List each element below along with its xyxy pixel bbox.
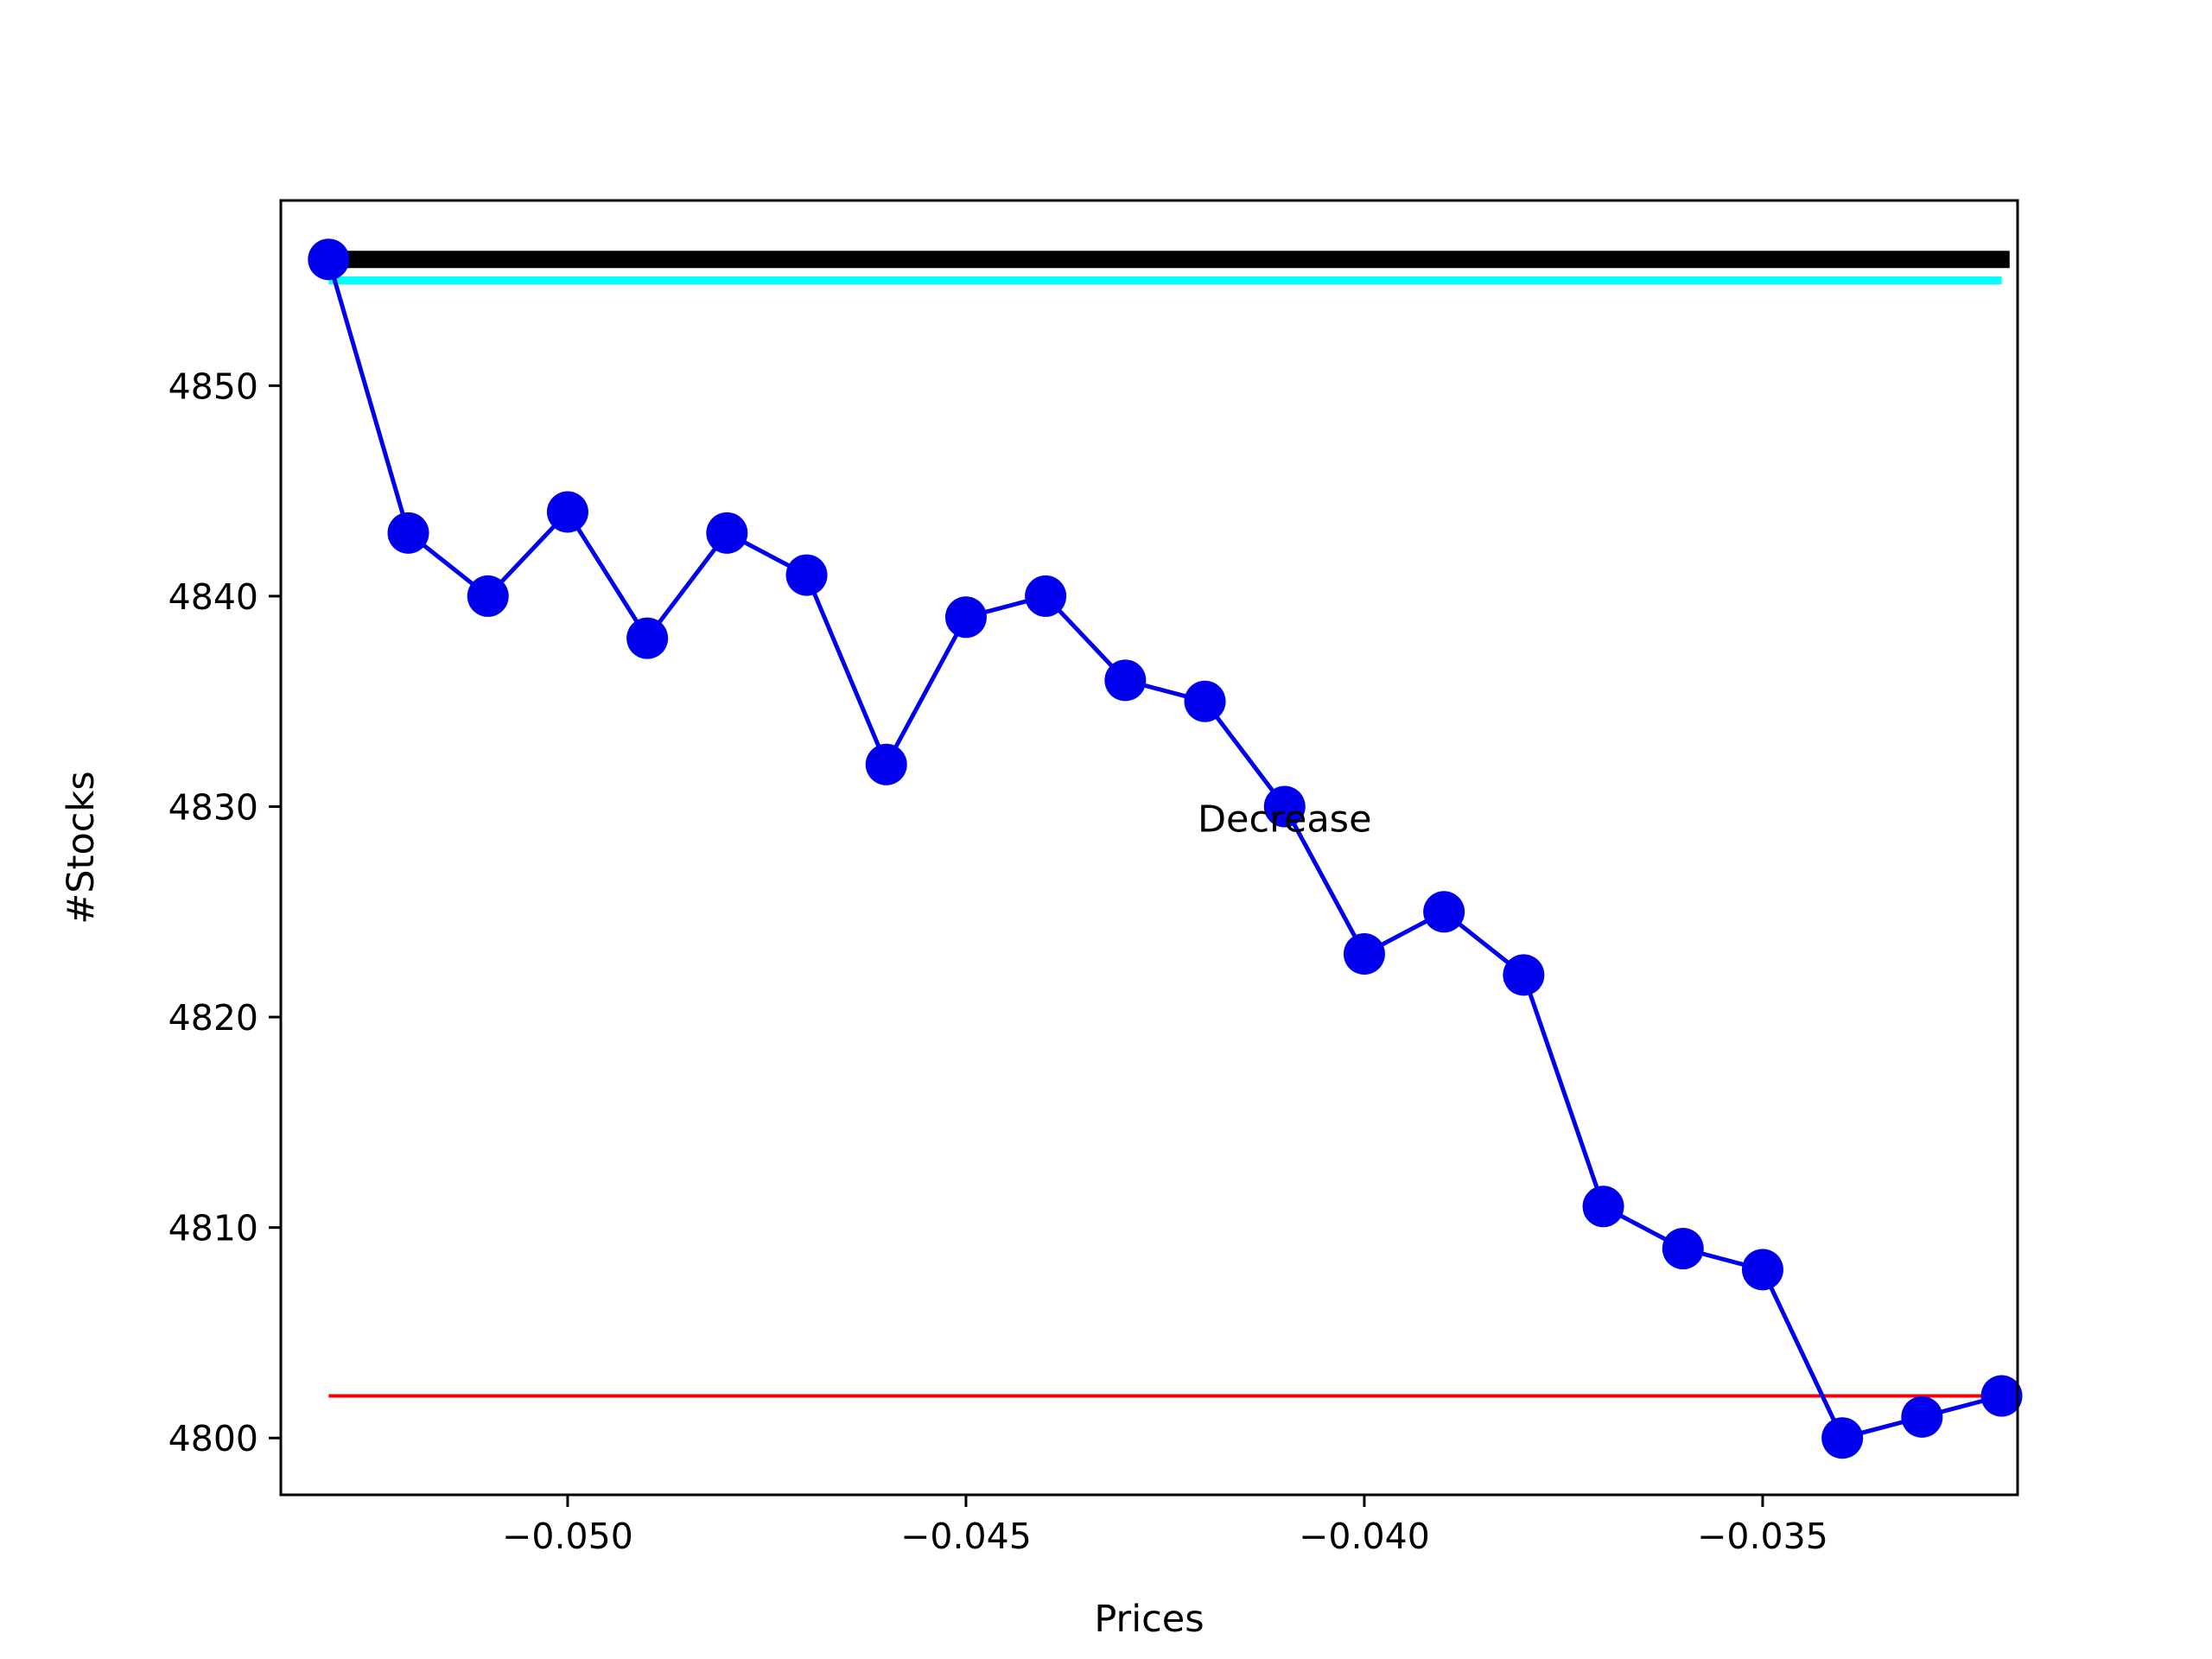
y-tick-label: 4810 bbox=[168, 1208, 258, 1249]
x-tick-label: −0.040 bbox=[1299, 1516, 1430, 1557]
data-point bbox=[1025, 575, 1067, 617]
y-tick-label: 4830 bbox=[168, 787, 258, 829]
data-point bbox=[1821, 1417, 1864, 1459]
series-line bbox=[326, 258, 2003, 1440]
data-point bbox=[1423, 891, 1465, 933]
data-point bbox=[626, 617, 669, 659]
y-tick-label: 4820 bbox=[168, 997, 258, 1039]
data-point bbox=[1343, 933, 1385, 976]
data-point bbox=[865, 743, 907, 785]
x-axis: −0.050 −0.045 −0.040 −0.035 bbox=[502, 1495, 1828, 1557]
x-tick-label: −0.035 bbox=[1697, 1516, 1828, 1557]
data-point bbox=[785, 554, 828, 596]
data-point bbox=[1980, 1375, 2023, 1417]
y-axis: 4800 4810 4820 4830 4840 4850 bbox=[168, 365, 281, 1459]
x-axis-title: Prices bbox=[1094, 1598, 1204, 1641]
data-point bbox=[467, 575, 509, 617]
x-tick-label: −0.050 bbox=[502, 1516, 633, 1557]
data-point bbox=[1662, 1228, 1704, 1270]
y-tick-label: 4850 bbox=[168, 365, 258, 407]
annotation-text: Decrease bbox=[1198, 798, 1372, 842]
data-point bbox=[1104, 659, 1147, 702]
data-point bbox=[944, 596, 987, 639]
data-point bbox=[1741, 1249, 1783, 1291]
data-point bbox=[387, 512, 429, 554]
y-tick-label: 4800 bbox=[168, 1418, 258, 1459]
data-point bbox=[1263, 785, 1306, 828]
data-point bbox=[1582, 1185, 1624, 1228]
data-point bbox=[1503, 954, 1545, 996]
y-tick-label: 4840 bbox=[168, 576, 258, 618]
plot-area: Decrease bbox=[308, 238, 2023, 1459]
y-axis-title: #Stocks bbox=[60, 771, 103, 924]
data-point bbox=[1184, 680, 1226, 722]
data-point bbox=[706, 512, 748, 554]
data-point bbox=[1901, 1395, 1943, 1438]
plot-frame bbox=[279, 199, 2019, 1497]
data-point bbox=[308, 238, 350, 281]
x-tick-label: −0.045 bbox=[900, 1516, 1032, 1557]
data-point bbox=[546, 491, 588, 533]
